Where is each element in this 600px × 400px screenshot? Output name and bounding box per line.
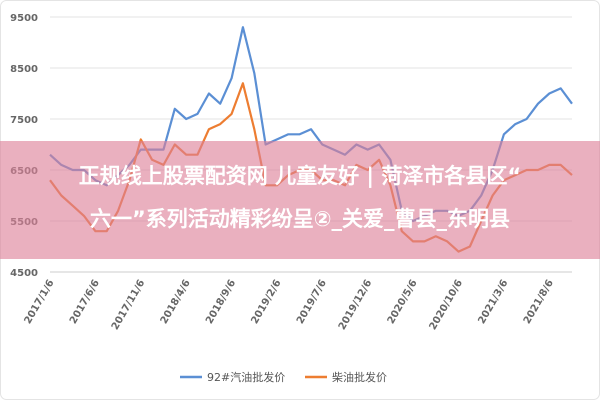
banner-line: 六一”系列活动精彩纷呈②_关爱_曹县_东明县 <box>90 207 510 231</box>
y-tick-label: 8500 <box>10 64 38 75</box>
banner-bg <box>0 141 600 259</box>
legend-label: 92#汽油批发价 <box>207 370 285 384</box>
y-tick-label: 4500 <box>10 268 38 279</box>
legend: 92#汽油批发价 柴油批发价 <box>180 370 387 384</box>
banner-line: 正规线上股票配资网 儿童友好 | 菏泽市各县区“ <box>79 164 521 189</box>
y-tick-label: 9500 <box>10 13 38 24</box>
y-tick-label: 7500 <box>10 115 38 126</box>
legend-label: 柴油批发价 <box>332 370 387 384</box>
